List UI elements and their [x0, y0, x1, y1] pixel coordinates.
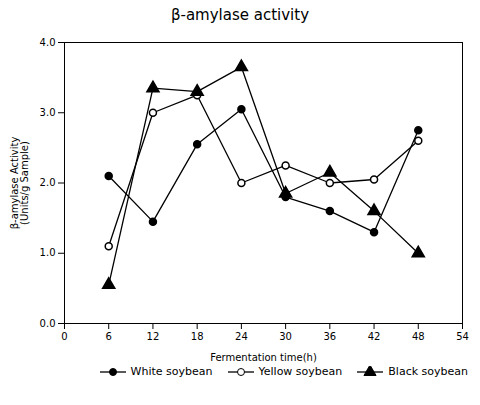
- svg-text:6: 6: [106, 331, 112, 342]
- svg-text:0.0: 0.0: [40, 318, 56, 329]
- svg-text:3.0: 3.0: [40, 107, 56, 118]
- svg-text:Fermentation time(h): Fermentation time(h): [210, 352, 317, 363]
- html-text:Yellow soybean: Yellow soybean: [258, 365, 343, 378]
- html-text:Black soybean: Black soybean: [388, 365, 468, 378]
- svg-text:β-amylase Activity(Units/g Sam: β-amylase Activity(Units/g Sample): [9, 137, 30, 230]
- svg-text:36: 36: [323, 331, 336, 342]
- svg-text:4.0: 4.0: [40, 37, 56, 48]
- svg-text:42: 42: [368, 331, 381, 342]
- svg-text:30: 30: [279, 331, 292, 342]
- svg-text:24: 24: [235, 331, 248, 342]
- svg-text:12: 12: [147, 331, 160, 342]
- html-text:β-amylase activity: β-amylase activity: [170, 6, 310, 24]
- html-text:White soybean: White soybean: [130, 365, 213, 378]
- svg-text:2.0: 2.0: [40, 177, 56, 188]
- svg-text:1.0: 1.0: [40, 247, 56, 258]
- svg-text:18: 18: [191, 331, 204, 342]
- svg-text:54: 54: [456, 331, 469, 342]
- svg-text:48: 48: [412, 331, 425, 342]
- svg-text:0: 0: [61, 331, 67, 342]
